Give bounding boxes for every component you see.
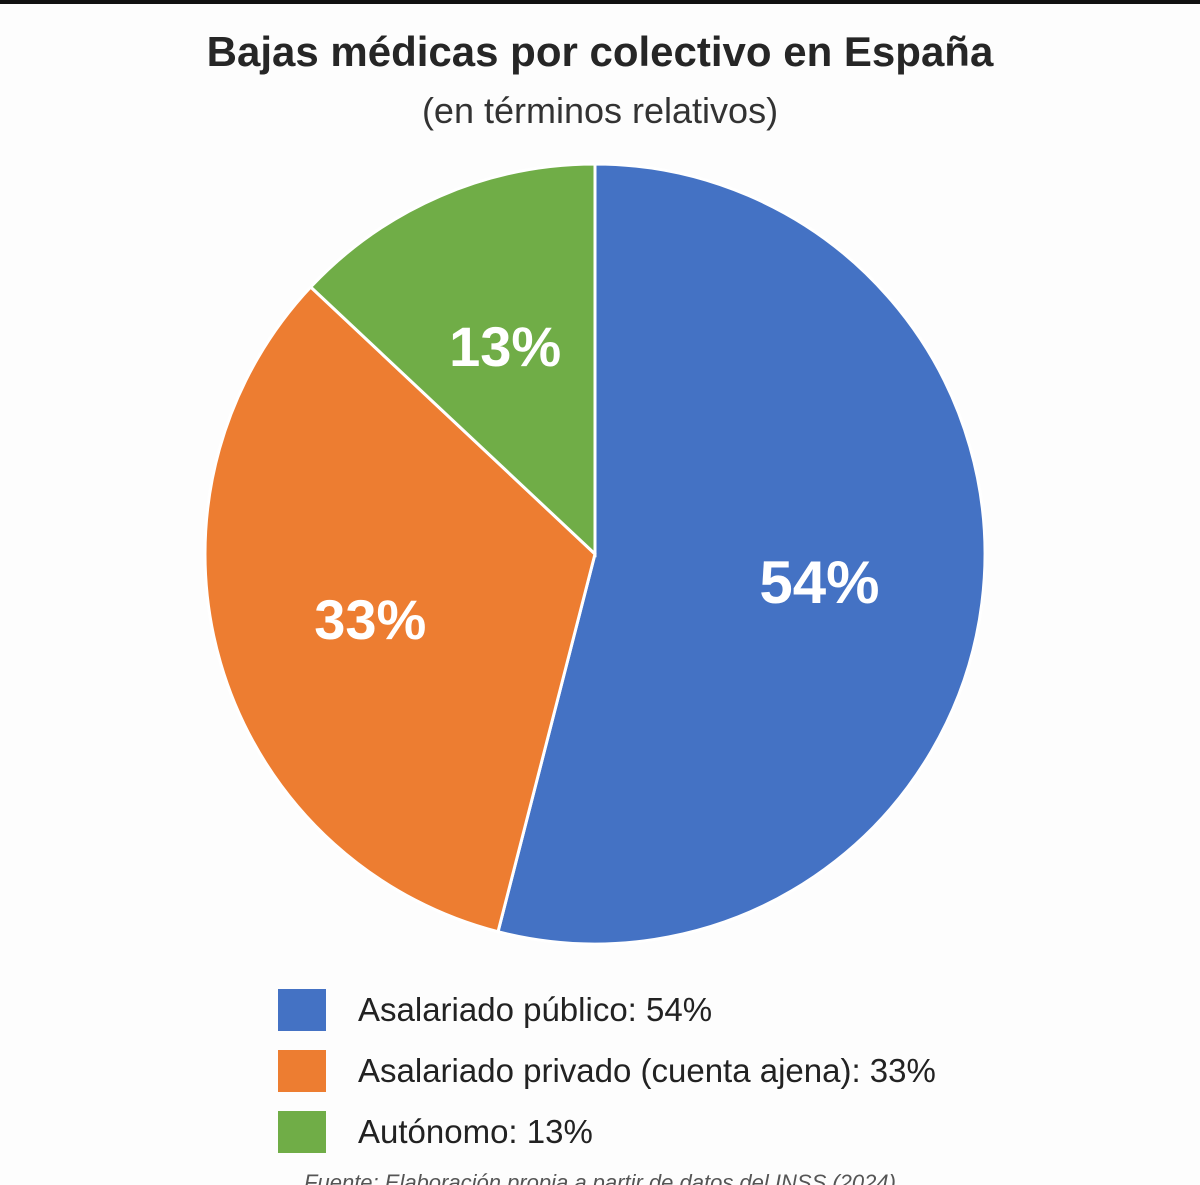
slice-label-1: 54%: [759, 549, 879, 616]
legend-label: Asalariado privado (cuenta ajena): 33%: [358, 1052, 936, 1089]
legend-swatch: [278, 1111, 326, 1153]
chart-title: Bajas médicas por colectivo en España: [206, 28, 994, 75]
legend-item-asalariado-privado: Asalariado privado (cuenta ajena): 33%: [278, 1047, 936, 1095]
slice-label-2: 33%: [314, 588, 426, 651]
pie-slice-1: [496, 162, 987, 946]
legend: Asalariado público: 54% Asalariado priva…: [278, 986, 936, 1169]
pie-chart: 54% 33% 13%: [203, 162, 987, 946]
legend-swatch: [278, 1050, 326, 1092]
pie-slice-2: [203, 284, 597, 934]
pie-slice-3: [308, 162, 597, 558]
legend-swatch: [278, 989, 326, 1031]
legend-label: Asalariado público: 54%: [358, 991, 713, 1028]
legend-label: Autónomo: 13%: [358, 1113, 593, 1150]
chart-subtitle: (en términos relativos): [421, 90, 779, 131]
legend-item-asalariado-publico: Asalariado público: 54%: [278, 986, 936, 1034]
source-note: Fuente: Elaboración propia a partir de d…: [304, 1170, 896, 1185]
legend-item-autonomo: Autónomo: 13%: [278, 1108, 936, 1156]
slice-label-3: 13%: [449, 315, 561, 378]
